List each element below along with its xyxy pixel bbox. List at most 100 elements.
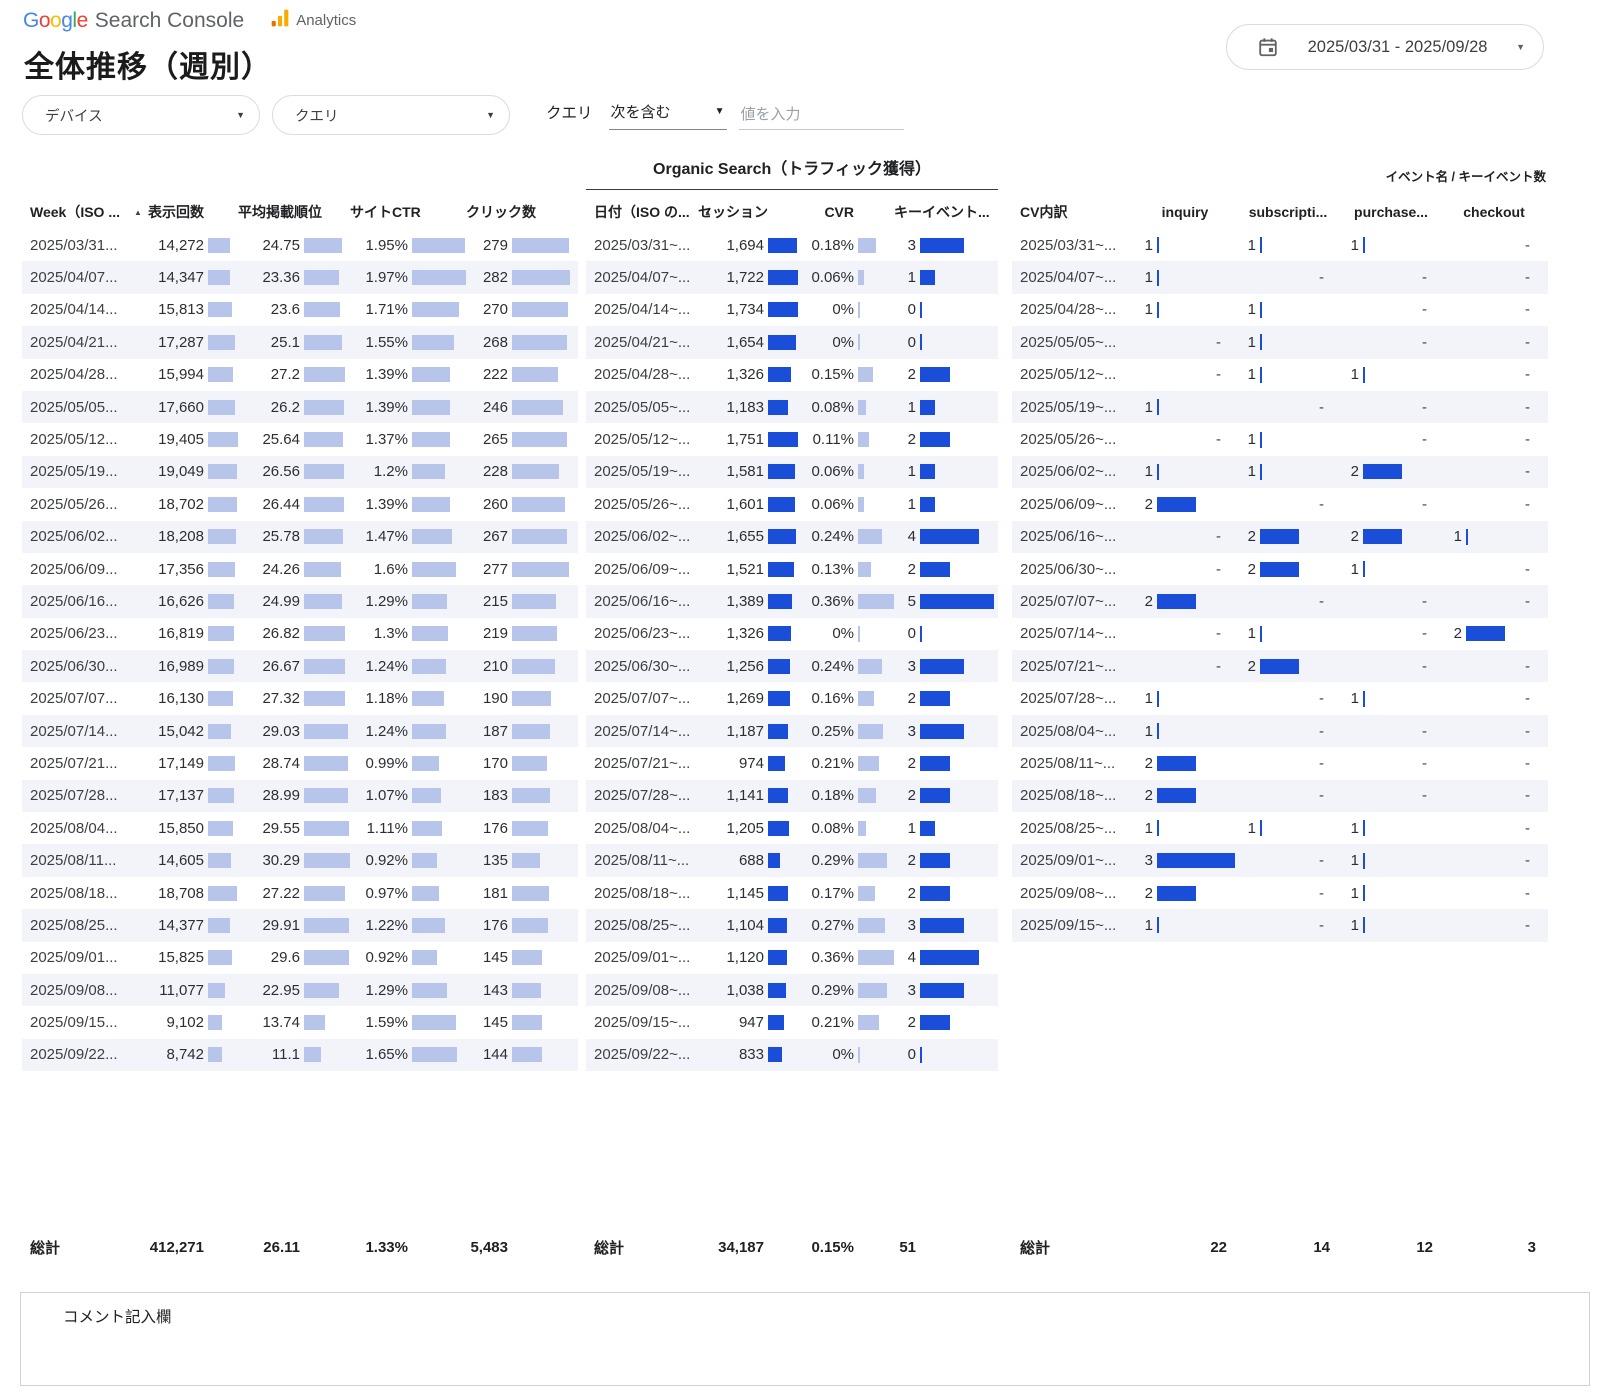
date-range-picker[interactable]: 2025/03/31 - 2025/09/28 ▼	[1226, 24, 1544, 70]
value-bar	[1363, 852, 1365, 869]
value-bar	[920, 1015, 950, 1031]
condition-select[interactable]: 次を含む ▼	[608, 101, 727, 130]
value-bar	[768, 755, 785, 771]
value-bar	[512, 399, 563, 415]
bar-area	[412, 626, 466, 642]
bar-area	[412, 755, 466, 771]
bar-area	[920, 301, 994, 318]
value-cell: 222	[466, 366, 570, 383]
value-cell: 1,655	[698, 528, 798, 545]
value-bar	[1260, 301, 1262, 318]
column-header[interactable]: purchase...	[1354, 204, 1428, 220]
value-cell: 0	[894, 334, 994, 351]
value-bar	[768, 950, 787, 966]
value-bar	[768, 367, 791, 383]
total-label: 総計	[594, 1239, 625, 1257]
query-condition-group: クエリ 次を含む ▼	[546, 101, 904, 130]
value-bar	[208, 302, 232, 318]
cell-value: 2	[1453, 625, 1462, 643]
empty-cell: -	[1525, 366, 1530, 384]
column-header[interactable]: checkout	[1463, 204, 1525, 220]
value-cell: 1,722	[698, 269, 798, 286]
value-cell: 1.39%	[350, 399, 466, 416]
column-header[interactable]: クリック数	[466, 204, 536, 220]
date-cell: 2025/04/07~...	[594, 269, 691, 287]
cell-value: 1	[1247, 431, 1256, 449]
value-cell: 2	[1135, 496, 1235, 513]
table-row: 2025/05/12... 19,405 25.64 1.37% 265	[22, 423, 578, 455]
cell-value: 688	[738, 852, 764, 870]
total-number: 1.33%	[365, 1238, 408, 1256]
bar-area	[1157, 237, 1235, 254]
cell-value: 0.27%	[811, 916, 854, 934]
empty-cell: -	[1216, 657, 1221, 675]
value-bar	[768, 237, 797, 253]
bar-area	[412, 464, 466, 480]
cell-value: 1	[1350, 884, 1359, 902]
table-row: 2025/05/26... 18,702 26.44 1.39% 260	[22, 488, 578, 520]
value-cell: 1	[1135, 917, 1235, 934]
empty-cell: -	[1422, 269, 1427, 287]
column-header[interactable]: サイトCTR	[350, 204, 421, 220]
value-cell: 3	[894, 723, 994, 740]
column-header[interactable]: Week（ISO ... ▲	[30, 204, 142, 220]
column-header[interactable]: キーイベント...	[894, 204, 990, 220]
value-cell: 0.17%	[798, 885, 894, 902]
device-filter-dropdown[interactable]: デバイス ▼	[22, 95, 260, 135]
column-header[interactable]: 日付（ISO の... ▲	[594, 204, 712, 220]
date-cell: 2025/06/09~...	[594, 560, 691, 578]
column-header[interactable]: inquiry	[1161, 204, 1209, 220]
cell-value: 1.65%	[365, 1046, 408, 1064]
column-header[interactable]: CVR	[824, 204, 854, 220]
bar-area	[920, 1046, 994, 1063]
comment-box[interactable]: コメント記入欄	[20, 1292, 1590, 1386]
cell-value: 25.64	[262, 431, 300, 449]
table-row: 2025/06/02~... 1 1 2 -	[1012, 455, 1548, 489]
empty-cell: -	[1525, 819, 1530, 837]
cell-value: 0.92%	[365, 949, 408, 967]
value-cell: 1	[1135, 820, 1235, 837]
value-cell: 1	[894, 463, 994, 480]
value-input[interactable]	[738, 105, 904, 130]
cell-value: 0.17%	[811, 884, 854, 902]
table-row: 2025/06/16~... 1,389 0.36% 5	[586, 585, 998, 618]
cell-value: 210	[482, 657, 508, 675]
cv-table-rows: 2025/03/31~... 1 1 1-2025/04/07~... 1- - -2025…	[1012, 229, 1548, 942]
bar-area	[768, 432, 798, 448]
empty-cell: -	[1525, 495, 1530, 513]
column-header[interactable]: 平均掲載順位	[238, 204, 322, 220]
cell-value: 23.6	[270, 301, 300, 319]
value-bar	[920, 625, 922, 642]
cell-value: 24.99	[262, 592, 300, 610]
column-header[interactable]: subscripti...	[1248, 204, 1328, 220]
value-cell: 1.29%	[350, 593, 466, 610]
bar-area	[1260, 658, 1338, 674]
value-cell: 1,145	[698, 885, 798, 902]
cell-value: 270	[482, 301, 508, 319]
table-row: 2025/05/19~... 1 - - -	[1012, 390, 1548, 424]
cell-value: 1,694	[726, 236, 764, 254]
cell-value: 11,077	[159, 981, 204, 999]
bar-area	[412, 302, 466, 318]
column-header[interactable]: CV内訳	[1020, 204, 1068, 220]
bar-area	[858, 334, 894, 351]
cell-value: 1.47%	[365, 528, 408, 546]
value-bar	[768, 464, 795, 480]
column-header[interactable]: 表示回数	[148, 204, 204, 220]
table-row: 2025/08/18~... 1,145 0.17% 2	[586, 877, 998, 909]
value-cell: 135	[466, 852, 570, 869]
value-bar	[858, 399, 866, 415]
value-cell: 1	[1238, 820, 1338, 837]
column-header[interactable]: セッション	[698, 204, 768, 220]
value-bar	[768, 1015, 784, 1031]
value-bar	[858, 885, 875, 901]
bar-area	[412, 723, 466, 739]
value-bar	[768, 270, 798, 286]
value-bar	[412, 950, 437, 966]
value-cell: 3	[1135, 852, 1235, 869]
query-filter-dropdown[interactable]: クエリ ▼	[272, 95, 510, 135]
value-bar	[858, 950, 894, 966]
bar-area	[1157, 755, 1235, 771]
cell-value: 1	[1144, 819, 1153, 837]
empty-cell: -	[1422, 431, 1427, 449]
